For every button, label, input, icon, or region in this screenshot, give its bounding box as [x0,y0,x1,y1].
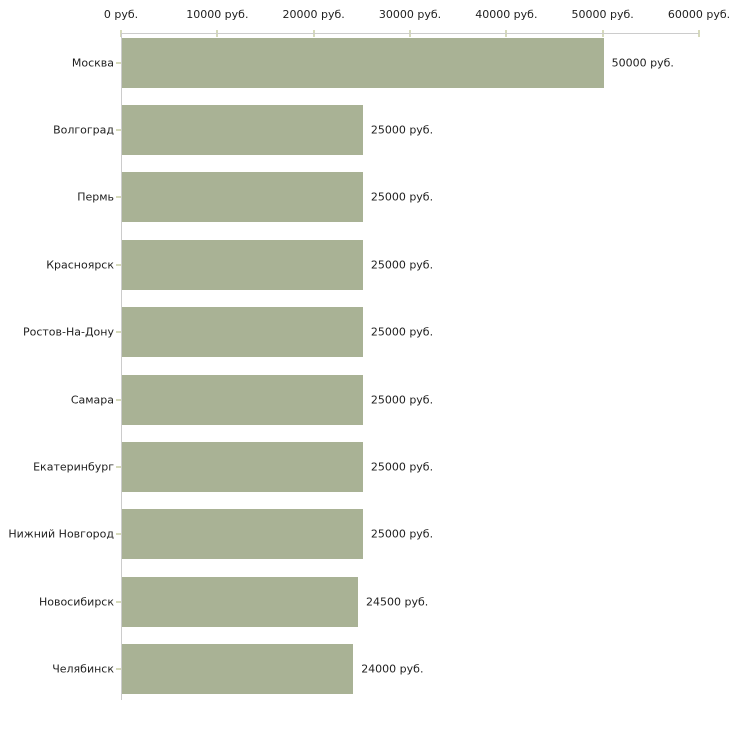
category-label: Красноярск [46,258,114,272]
chart-row: Нижний Новгород 25000 руб. [0,501,730,568]
x-axis-line [121,33,699,34]
bar [122,105,363,156]
chart-row: Волгоград 25000 руб. [0,96,730,163]
bar [122,172,363,223]
x-axis-tick-label: 50000 руб. [571,8,634,21]
y-axis-tick [116,61,121,64]
chart-row: Новосибирск 24500 руб. [0,568,730,635]
category-label: Новосибирск [38,595,114,609]
chart-row: Екатеринбург 25000 руб. [0,433,730,500]
y-axis-line [121,33,122,700]
y-axis-tick [116,533,121,536]
category-label: Волгоград [53,123,114,137]
value-label: 25000 руб. [370,527,434,541]
bar [122,374,363,425]
chart-row: Москва 50000 руб. [0,29,730,96]
bar [122,509,363,560]
chart-row: Пермь 25000 руб. [0,164,730,231]
y-axis-tick [116,398,121,401]
x-axis-tick-label: 10000 руб. [186,8,249,21]
category-label: Самара [70,393,114,407]
chart-row: Челябинск 24000 руб. [0,636,730,703]
value-label: 25000 руб. [370,460,434,474]
value-label: 25000 руб. [370,190,434,204]
bar [122,307,363,358]
chart-row: Красноярск 25000 руб. [0,231,730,298]
value-label: 24000 руб. [361,662,424,676]
value-label: 25000 руб. [370,258,434,272]
x-axis-tick [698,30,700,37]
value-label: 25000 руб. [370,325,434,339]
bar [122,239,363,290]
category-label: Ростов-На-Дону [22,325,114,339]
chart-row: Самара 25000 руб. [0,366,730,433]
y-axis-tick [116,129,121,132]
y-axis-tick [116,466,121,469]
category-label: Челябинск [52,662,114,676]
category-label: Екатеринбург [33,460,114,474]
y-axis-tick [116,331,121,334]
bar [122,442,363,493]
x-axis-tick-label: 40000 руб. [475,8,538,21]
category-label: Нижний Новгород [8,527,114,541]
y-axis-tick [116,263,121,266]
x-axis-tick-label: 0 руб. [103,8,139,21]
x-axis-tick-label: 60000 руб. [667,8,730,21]
category-label: Москва [71,56,114,70]
x-axis-tick-label: 20000 руб. [282,8,345,21]
y-axis-tick [116,668,121,671]
value-label: 50000 руб. [611,56,674,70]
bar [122,37,604,88]
value-label: 24500 руб. [366,595,429,609]
x-axis-tick-label: 30000 руб. [378,8,442,21]
y-axis-tick [116,600,121,603]
bar [122,644,354,695]
y-axis-tick [116,196,121,199]
chart-row: Ростов-На-Дону 25000 руб. [0,299,730,366]
bar [122,576,359,627]
value-label: 25000 руб. [370,123,434,137]
value-label: 25000 руб. [370,393,434,407]
category-label: Пермь [77,190,114,204]
